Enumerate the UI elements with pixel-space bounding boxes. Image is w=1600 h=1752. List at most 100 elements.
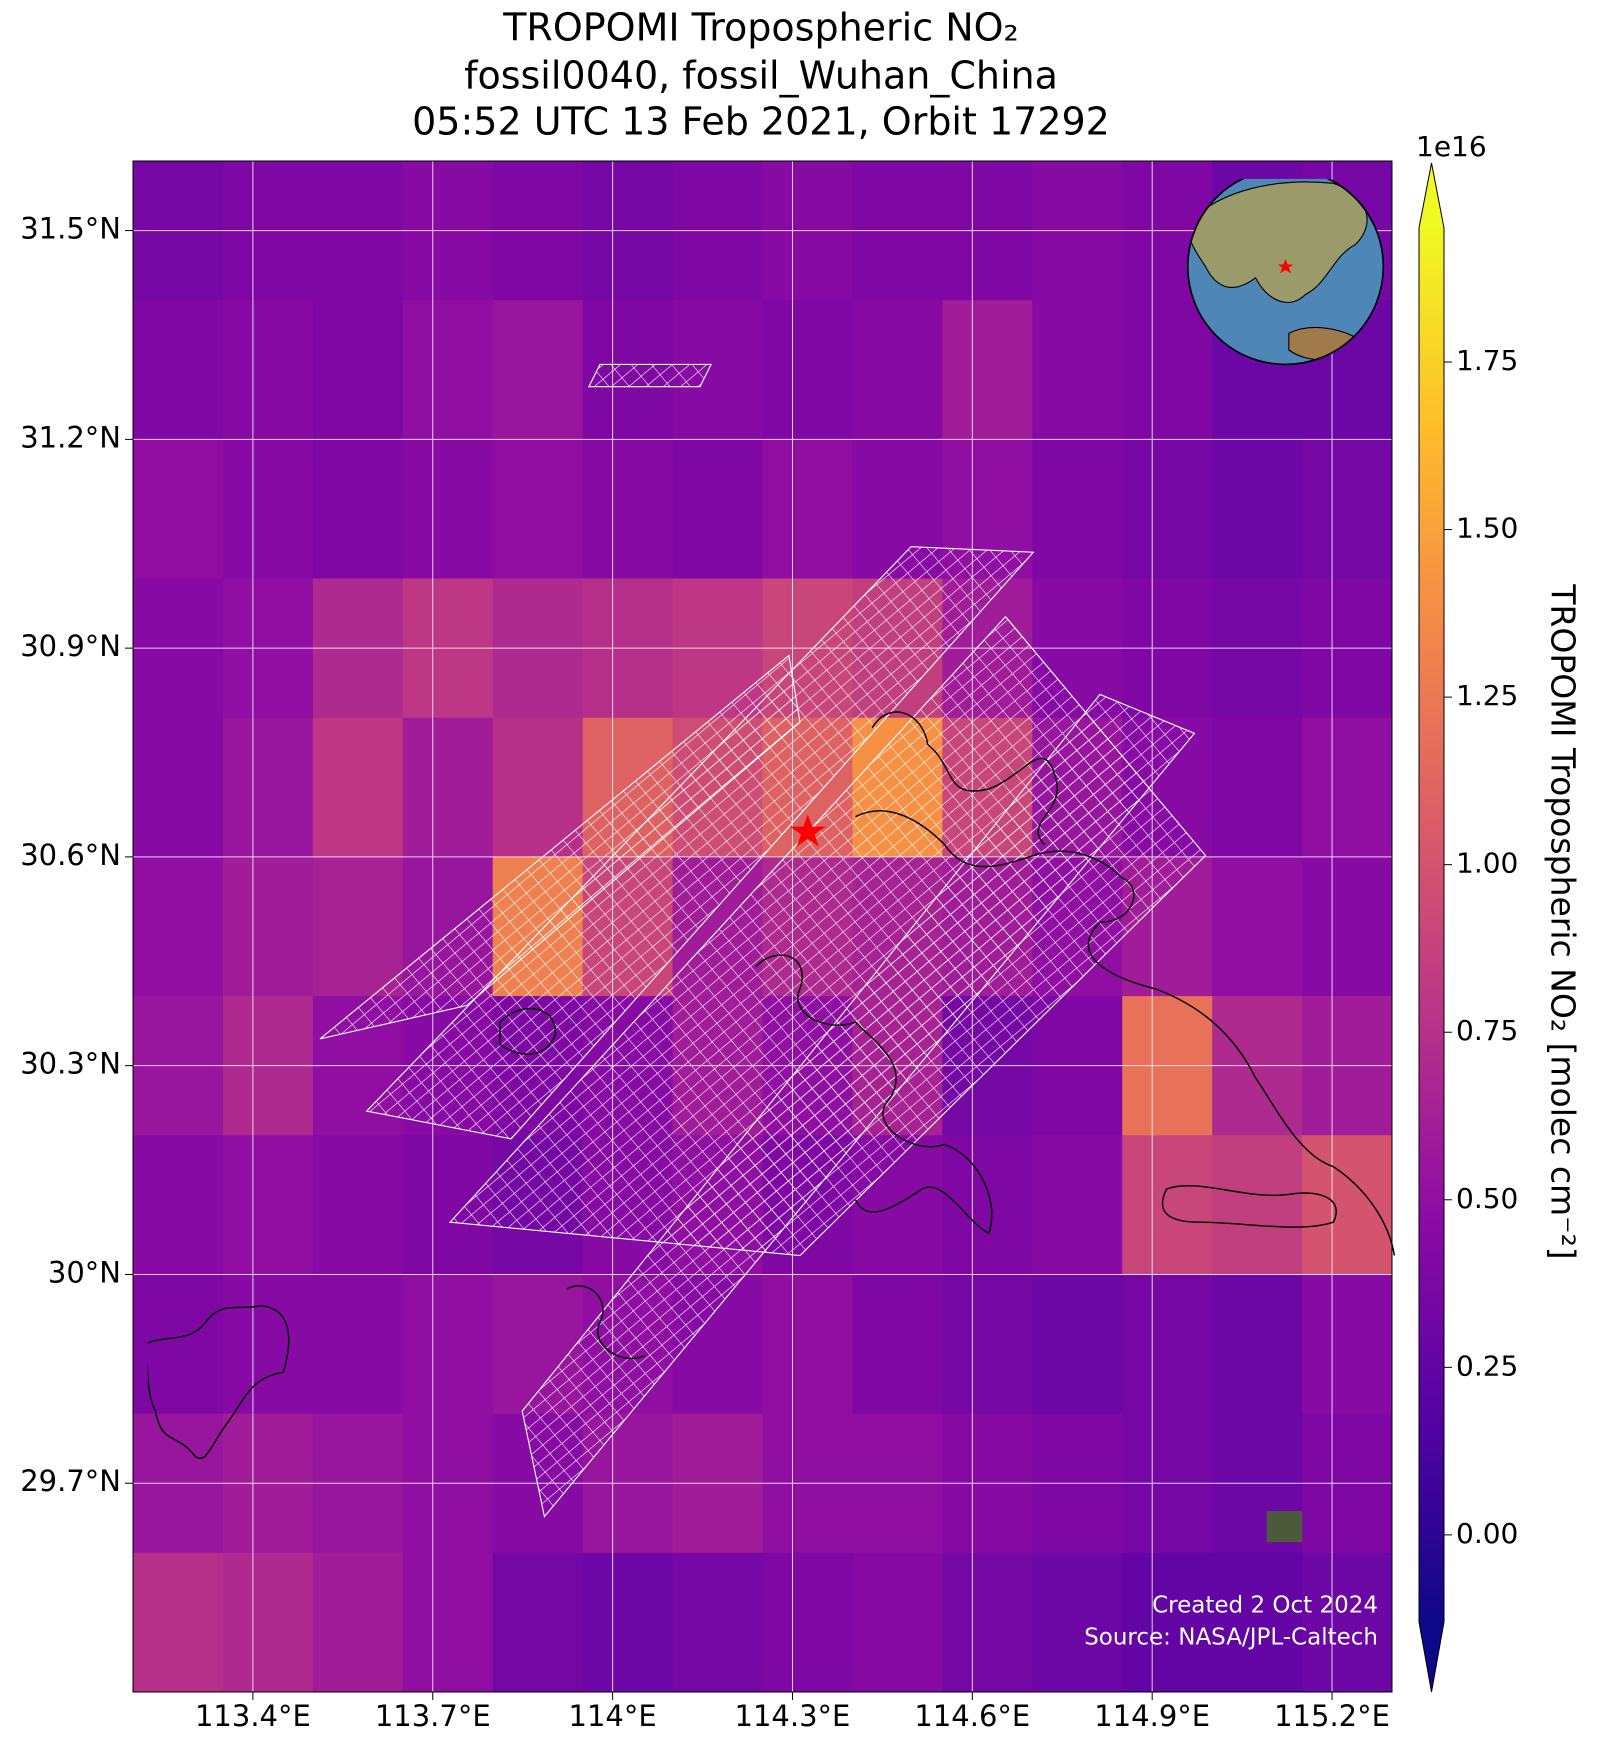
colorbar-tick-label: 1.50 bbox=[1456, 512, 1518, 545]
cell bbox=[942, 1274, 1033, 1415]
cell bbox=[402, 300, 494, 440]
y-tick-label: 31.5°N bbox=[20, 212, 121, 246]
colorbar-tick-label: 0.25 bbox=[1456, 1349, 1518, 1382]
colorbar-extend-max bbox=[1419, 163, 1444, 228]
cell bbox=[1302, 1552, 1392, 1692]
colorbar-tick-label: 0.50 bbox=[1456, 1182, 1518, 1215]
cell bbox=[1122, 1552, 1213, 1692]
colorbar-offset: 1e16 bbox=[1416, 130, 1487, 163]
globe-marker bbox=[1277, 258, 1294, 274]
cell bbox=[1032, 1552, 1123, 1692]
cell bbox=[402, 1274, 494, 1415]
river bbox=[855, 810, 1396, 1256]
x-tick-label: 114.6°E bbox=[914, 1699, 1030, 1733]
x-tick-label: 114.3°E bbox=[735, 1699, 851, 1733]
cell bbox=[492, 1552, 584, 1692]
cell bbox=[1212, 439, 1303, 580]
title-line: fossil0040, fossil_Wuhan_China bbox=[464, 54, 1058, 98]
title-line: TROPOMI Tropospheric NO₂ bbox=[502, 6, 1019, 50]
cell bbox=[312, 1274, 404, 1415]
cell bbox=[222, 300, 314, 440]
cell bbox=[312, 856, 404, 997]
x-tick-label: 113.4°E bbox=[195, 1699, 311, 1733]
note: Created 2 Oct 2024 bbox=[1152, 1593, 1378, 1619]
axes: 113.4°E 113.7°E 114°E 114.3°E 114.6°E 114.9°E… bbox=[20, 212, 1390, 1733]
cell bbox=[1122, 439, 1213, 580]
globe-outline bbox=[1186, 178, 1385, 366]
footprint bbox=[365, 546, 1035, 1140]
colorbar-tick-label: 1.25 bbox=[1456, 679, 1518, 712]
x-tick-label: 114.9°E bbox=[1094, 1699, 1210, 1733]
coastlines bbox=[147, 711, 1396, 1460]
lake bbox=[499, 1007, 557, 1055]
x-tick-label: 113.7°E bbox=[375, 1699, 491, 1733]
cell bbox=[402, 1552, 494, 1692]
cell bbox=[492, 300, 584, 440]
colorbar-label: TROPOMI Tropospheric NO₂ [molec cm⁻²] bbox=[1544, 583, 1583, 1259]
cell bbox=[312, 300, 404, 440]
lake bbox=[566, 1285, 645, 1360]
y-tick-label: 30.9°N bbox=[20, 629, 121, 663]
cell bbox=[1212, 1552, 1303, 1692]
y-tick-label: 31.2°N bbox=[20, 420, 121, 454]
cell bbox=[672, 1552, 763, 1692]
cell bbox=[1212, 717, 1303, 858]
cell bbox=[762, 439, 853, 580]
cell bbox=[492, 717, 584, 858]
note: Source: NASA/JPL-Caltech bbox=[1084, 1625, 1378, 1651]
cell bbox=[1032, 1135, 1123, 1275]
cell bbox=[1302, 717, 1392, 858]
cell bbox=[222, 439, 314, 580]
cell bbox=[1032, 439, 1123, 580]
map-frame bbox=[132, 160, 1393, 1693]
cell bbox=[1212, 856, 1303, 997]
cell bbox=[222, 1274, 314, 1415]
cell bbox=[852, 300, 943, 440]
cell bbox=[492, 439, 584, 580]
cell bbox=[582, 439, 674, 580]
cell bbox=[133, 717, 224, 858]
lake bbox=[755, 954, 993, 1235]
footprint bbox=[521, 693, 1196, 1518]
image-patch bbox=[1266, 1511, 1303, 1543]
cell bbox=[1212, 1135, 1303, 1275]
y-tick-label: 30.3°N bbox=[20, 1047, 121, 1081]
colorbar-tick-label: 0.00 bbox=[1456, 1517, 1518, 1550]
y-tick-label: 30°N bbox=[48, 1255, 121, 1289]
title-line: 05:52 UTC 13 Feb 2021, Orbit 17292 bbox=[412, 100, 1110, 144]
locator-globe bbox=[1186, 178, 1385, 366]
footprint bbox=[587, 363, 713, 388]
cell bbox=[222, 1135, 314, 1275]
land bbox=[1187, 181, 1368, 304]
cell bbox=[672, 439, 763, 580]
y-tick-label: 29.7°N bbox=[20, 1464, 121, 1498]
x-tick-label: 115.2°E bbox=[1274, 1699, 1390, 1733]
target-footprints bbox=[319, 363, 1207, 1518]
cell bbox=[1302, 439, 1392, 580]
lake bbox=[147, 1304, 290, 1460]
cell bbox=[762, 1274, 853, 1415]
colorbar: 0.00 0.25 0.50 0.75 1.00 1.25 1.50 1.75 bbox=[1418, 162, 1518, 1693]
colorbar-outline bbox=[1418, 162, 1445, 1693]
cell bbox=[1032, 300, 1123, 440]
cell bbox=[942, 1552, 1033, 1692]
cell bbox=[133, 1135, 224, 1275]
cell bbox=[133, 856, 224, 997]
cell bbox=[312, 717, 404, 858]
colorbar-tick-label: 1.00 bbox=[1456, 847, 1518, 880]
cell bbox=[942, 300, 1033, 440]
colorbar-tick-label: 1.75 bbox=[1456, 344, 1518, 377]
cell bbox=[1122, 1135, 1213, 1275]
cell bbox=[312, 439, 404, 580]
cell bbox=[312, 1135, 404, 1275]
cell bbox=[312, 1552, 404, 1692]
cell bbox=[762, 300, 853, 440]
cell bbox=[222, 1552, 314, 1692]
cell bbox=[222, 856, 314, 997]
colorbar-extend-min bbox=[1419, 1622, 1444, 1692]
y-tick-label: 30.6°N bbox=[20, 838, 121, 872]
cell bbox=[402, 717, 494, 858]
cell bbox=[852, 1274, 943, 1415]
colorbar-tick-label: 0.75 bbox=[1456, 1014, 1518, 1047]
cell bbox=[402, 439, 494, 580]
